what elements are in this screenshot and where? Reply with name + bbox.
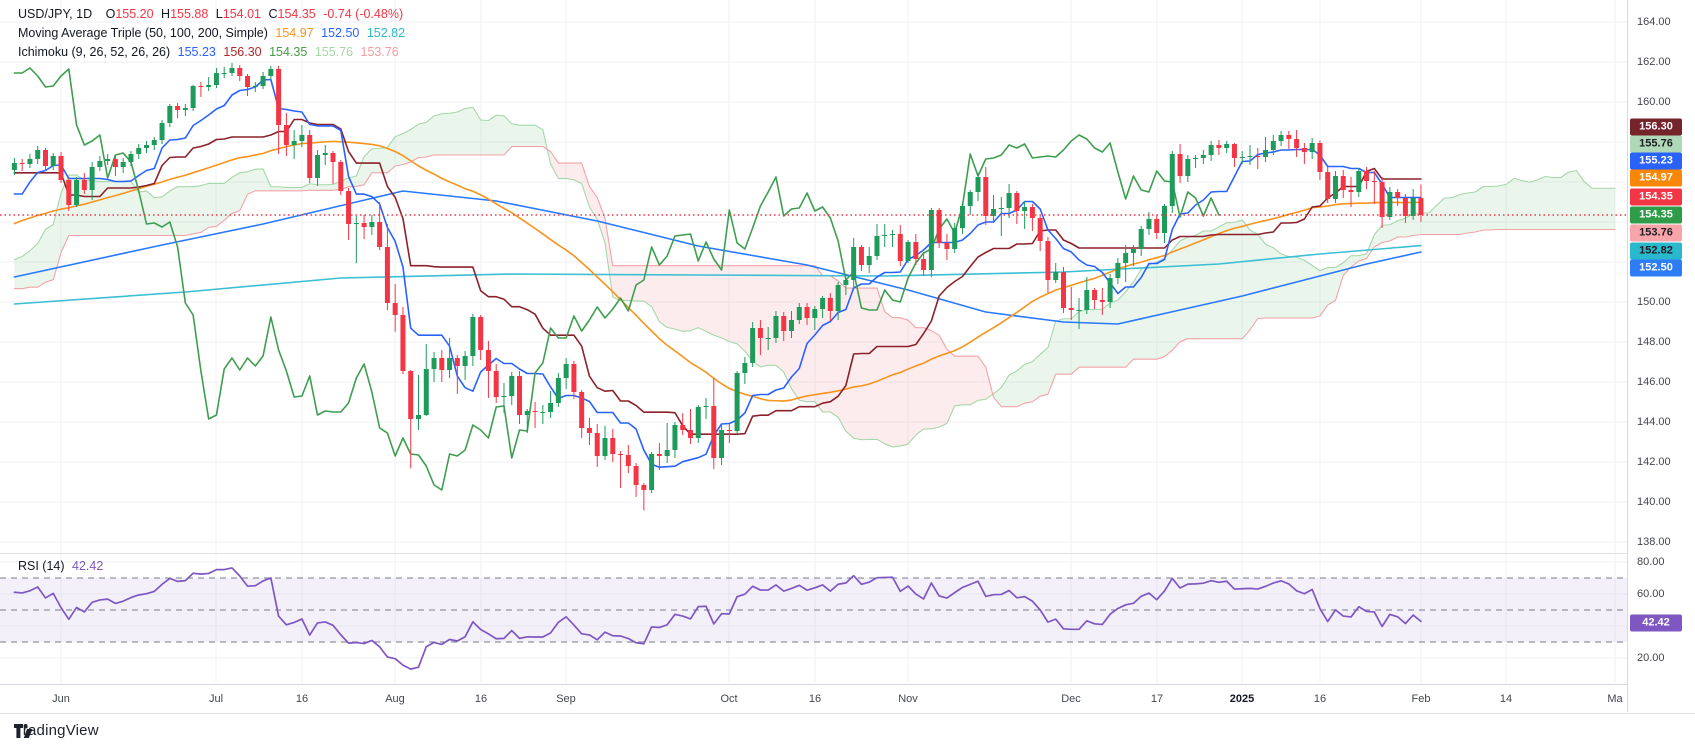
high-label: H bbox=[161, 7, 171, 21]
price-badge: 154.35 bbox=[1630, 206, 1682, 224]
ichimoku-lagging-value: 154.35 bbox=[269, 45, 308, 59]
open-value: 155.20 bbox=[115, 7, 154, 21]
time-axis-label: 2025 bbox=[1229, 693, 1255, 705]
price-scale-label: 140.00 bbox=[1637, 496, 1671, 508]
low-label: L bbox=[215, 7, 223, 21]
ma-triple-legend-row[interactable]: Moving Average Triple (50, 100, 200, Sim… bbox=[18, 24, 405, 42]
price-badge: 154.97 bbox=[1630, 169, 1682, 187]
symbol-title[interactable]: USD/JPY, 1D bbox=[18, 7, 93, 21]
change-value: -0.74 (-0.48%) bbox=[323, 7, 404, 21]
price-scale[interactable]: 164.00 162.00 160.00 150.00 148.00 146.00 144.… bbox=[1627, 0, 1695, 712]
tradingview-logo[interactable]: TradingView bbox=[14, 722, 99, 739]
price-badge: 153.76 bbox=[1630, 224, 1682, 242]
time-axis-label: 17 bbox=[1150, 693, 1164, 705]
price-scale-label: 138.00 bbox=[1637, 536, 1671, 548]
time-axis-label: Jun bbox=[52, 693, 70, 705]
open-label: O bbox=[105, 7, 116, 21]
price-scale-label: 142.00 bbox=[1637, 456, 1671, 468]
price-scale-label: 148.00 bbox=[1637, 336, 1671, 348]
price-scale-label: 146.00 bbox=[1637, 376, 1671, 388]
price-pane-canvas[interactable] bbox=[0, 0, 1627, 553]
ichimoku-label[interactable]: Ichimoku (9, 26, 52, 26, 26) bbox=[18, 45, 171, 59]
ma200-value: 152.82 bbox=[366, 26, 406, 40]
time-axis-label: Dec bbox=[1061, 693, 1081, 705]
price-badge: 156.30 bbox=[1630, 118, 1682, 136]
ichimoku-leading-b-value: 153.76 bbox=[360, 45, 399, 59]
chart-legend[interactable]: USD/JPY, 1D O155.20 H155.88 L154.01 C154… bbox=[18, 5, 405, 62]
time-axis-label: 16 bbox=[808, 693, 822, 705]
price-badge: 155.23 bbox=[1630, 152, 1682, 170]
rsi-value: 42.42 bbox=[72, 559, 104, 573]
time-axis-label: Aug bbox=[385, 693, 405, 705]
price-badge: 152.82 bbox=[1630, 242, 1682, 260]
price-scale-label: 164.00 bbox=[1637, 16, 1671, 28]
price-badge: 42.42 bbox=[1630, 614, 1682, 632]
time-axis-label: Nov bbox=[898, 693, 918, 705]
ma100-value: 152.50 bbox=[321, 26, 360, 40]
tradingview-logo-icon bbox=[14, 723, 33, 738]
close-value: 154.35 bbox=[277, 7, 316, 21]
rsi-label[interactable]: RSI (14) bbox=[18, 559, 65, 573]
rsi-pane-canvas[interactable] bbox=[0, 553, 1627, 683]
price-badge: 154.35 bbox=[1630, 188, 1682, 206]
price-scale-label: 144.00 bbox=[1637, 416, 1671, 428]
time-axis-label: Jul bbox=[208, 693, 224, 705]
ma-triple-label[interactable]: Moving Average Triple (50, 100, 200, Sim… bbox=[18, 26, 268, 40]
rsi-legend-row[interactable]: RSI (14) 42.42 bbox=[18, 559, 103, 573]
time-axis-label: 16 bbox=[474, 693, 488, 705]
low-value: 154.01 bbox=[222, 7, 261, 21]
time-axis-label: Feb bbox=[1411, 693, 1431, 705]
close-label: C bbox=[268, 7, 278, 21]
ichimoku-base-value: 156.30 bbox=[223, 45, 262, 59]
time-axis-label: 16 bbox=[1313, 693, 1327, 705]
time-scale[interactable]: Jun Jul 16 Aug 16 Sep Oct 16 Nov Dec 17 2025 16 Feb 14… bbox=[0, 684, 1695, 714]
price-scale-label: 60.00 bbox=[1637, 588, 1665, 600]
time-axis-label: 14 bbox=[1499, 693, 1513, 705]
ichimoku-legend-row[interactable]: Ichimoku (9, 26, 52, 26, 26) 155.23 156.… bbox=[18, 43, 405, 61]
high-value: 155.88 bbox=[170, 7, 209, 21]
symbol-legend-row[interactable]: USD/JPY, 1D O155.20 H155.88 L154.01 C154… bbox=[18, 5, 405, 23]
time-axis-label: Sep bbox=[556, 693, 576, 705]
time-axis-label: Ma bbox=[1607, 693, 1623, 705]
ichimoku-conversion-value: 155.23 bbox=[177, 45, 216, 59]
price-badge: 152.50 bbox=[1630, 259, 1682, 277]
ma50-value: 154.97 bbox=[275, 26, 314, 40]
tradingview-logo-text: TradingView bbox=[14, 722, 99, 739]
price-scale-label: 160.00 bbox=[1637, 96, 1671, 108]
time-axis-label: Oct bbox=[720, 693, 738, 705]
price-badge: 155.76 bbox=[1630, 135, 1682, 153]
price-scale-label: 20.00 bbox=[1637, 652, 1665, 664]
ichimoku-leading-a-value: 155.76 bbox=[314, 45, 354, 59]
time-axis-label: 16 bbox=[295, 693, 309, 705]
price-scale-label: 80.00 bbox=[1637, 556, 1665, 568]
price-scale-label: 150.00 bbox=[1637, 296, 1671, 308]
price-scale-label: 162.00 bbox=[1637, 56, 1671, 68]
